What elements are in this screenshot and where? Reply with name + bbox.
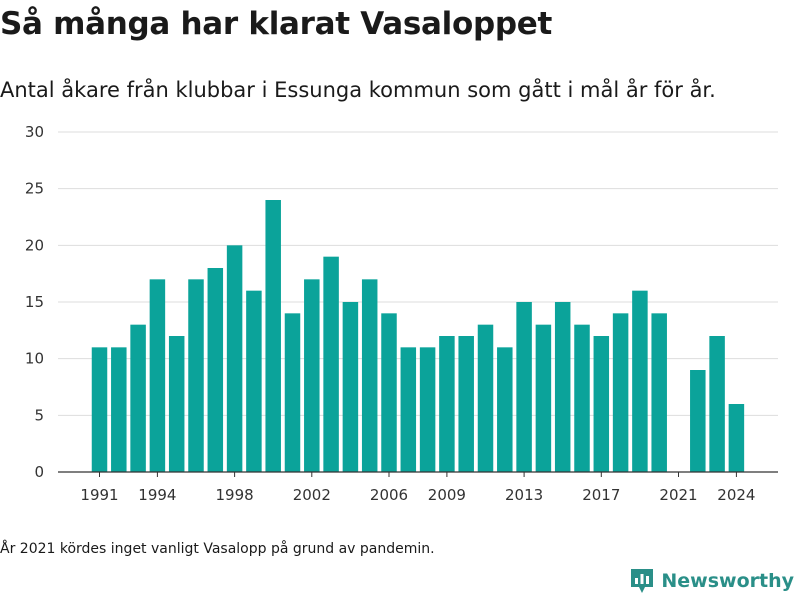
bar [458,336,474,472]
x-tick-label: 1998 [216,486,254,504]
grid-lines [58,131,778,416]
bar [149,279,166,472]
bar [632,290,648,472]
bar [477,324,494,472]
x-axis-ticks: 1991 1994 1998 2002 2006 2009 2013 2017 2021 2024 [80,472,755,504]
newsworthy-logo-icon [631,569,654,593]
x-tick-label: 2009 [428,486,466,504]
bar [651,313,667,472]
bars [91,200,745,472]
chart-title: Så många har klarat Vasaloppet [0,6,553,42]
bar [535,324,552,472]
chart-subtitle: Antal åkare från klubbar i Essunga kommu… [0,78,716,102]
x-tick-label: 2013 [505,486,543,504]
brand-logo: Newsworthy [629,566,794,596]
bar [690,370,706,472]
bar [207,268,224,472]
bar [304,279,320,472]
bar [593,336,610,472]
bar [709,336,725,472]
bar [130,324,146,472]
bar [574,324,590,472]
bar [554,302,571,472]
x-tick-label: 2024 [717,486,755,504]
bar [400,347,417,472]
x-tick-label: 2021 [659,486,697,504]
bar [265,200,281,472]
y-tick-label: 25 [25,180,44,198]
footnote: År 2021 kördes inget vanligt Vasalopp på… [0,541,435,557]
y-tick-label: 10 [25,350,44,368]
y-tick-label: 5 [34,406,44,424]
bar [91,347,108,472]
x-tick-label: 2006 [370,486,408,504]
bar [323,256,339,472]
bar [361,279,378,472]
y-tick-label: 0 [34,463,44,481]
bar-chart: 0 5 10 15 20 25 30 1991 1994 1998 2002 2006 2009 201… [25,123,778,504]
x-tick-label: 2017 [582,486,620,504]
x-tick-label: 2002 [293,486,331,504]
bar [188,279,204,472]
bar [612,313,629,472]
y-tick-label: 15 [25,293,44,311]
y-axis-ticks: 0 5 10 15 20 25 30 [25,123,44,481]
bar [168,336,185,472]
bar [497,347,513,472]
bar [246,290,262,472]
bar [381,313,397,472]
y-tick-label: 20 [25,236,44,254]
bar [516,302,532,472]
bar [284,313,301,472]
bar [226,245,243,472]
bar [111,347,127,472]
x-tick-label: 1991 [80,486,118,504]
bar [439,336,455,472]
bar [728,404,745,472]
y-tick-label: 30 [25,123,44,141]
bar [342,302,359,472]
x-tick-label: 1994 [138,486,176,504]
brand-name: Newsworthy [661,570,794,592]
bar [419,347,436,472]
